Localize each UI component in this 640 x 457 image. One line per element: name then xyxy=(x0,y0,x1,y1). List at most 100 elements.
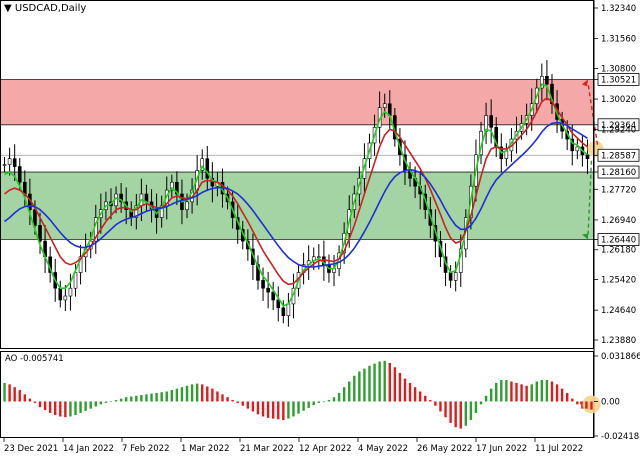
ao-bar xyxy=(510,381,513,402)
candle-body[interactable] xyxy=(2,164,7,166)
ao-bar xyxy=(282,401,285,421)
price-tick-label: 1.29364 xyxy=(601,121,636,131)
candle-body[interactable] xyxy=(281,307,286,316)
candle-body[interactable] xyxy=(585,154,590,159)
candle-body[interactable] xyxy=(276,299,281,309)
candle-body[interactable] xyxy=(489,115,493,128)
support-zone xyxy=(1,172,594,240)
ao-bar xyxy=(581,401,584,409)
candle-body[interactable] xyxy=(453,272,458,281)
ao-bar xyxy=(337,392,341,402)
candle-body[interactable] xyxy=(134,205,139,218)
ao-bar xyxy=(317,401,321,403)
ao-bar xyxy=(211,388,214,402)
candle-body[interactable] xyxy=(17,166,22,183)
candle-body[interactable] xyxy=(448,272,453,281)
candle-body[interactable] xyxy=(382,103,387,108)
ao-bar xyxy=(373,363,376,402)
ao-tick-label: 0.031866 xyxy=(601,352,640,362)
candle-body[interactable] xyxy=(12,158,17,167)
ao-bar xyxy=(8,384,11,402)
ao-bar xyxy=(33,401,37,403)
ao-bar xyxy=(571,398,574,402)
candle-body[interactable] xyxy=(185,201,189,211)
ao-bar xyxy=(287,401,290,419)
candle-body[interactable] xyxy=(205,158,210,179)
ao-bar xyxy=(454,401,457,428)
candle-body[interactable] xyxy=(63,295,68,301)
ao-bar xyxy=(560,388,564,402)
time-tick-label: 21 Mar 2022 xyxy=(240,444,294,454)
ao-bar xyxy=(408,382,412,402)
ao-bar xyxy=(271,401,275,419)
time-tick-label: 1 Mar 2022 xyxy=(181,444,229,454)
price-label-box xyxy=(597,118,640,132)
ao-bar xyxy=(170,390,174,402)
ao-bar xyxy=(38,401,42,408)
symbol-title: ▼ USDCAD,Daily xyxy=(4,3,86,15)
candle-body[interactable] xyxy=(58,287,63,301)
candle-body[interactable] xyxy=(68,287,73,297)
ao-bar xyxy=(221,394,224,402)
ao-bar xyxy=(449,401,452,423)
ao-bar xyxy=(565,392,569,402)
ao-bar xyxy=(307,401,310,408)
candle-body[interactable] xyxy=(570,138,575,152)
ao-bar xyxy=(99,401,103,405)
ao-bar xyxy=(165,391,168,402)
candle-body[interactable] xyxy=(38,225,42,242)
price-tick-label: 1.27720 xyxy=(601,185,636,195)
ao-bar xyxy=(429,400,432,402)
ao-bar xyxy=(251,401,255,412)
ao-bar xyxy=(383,360,386,402)
price-tick-label: 1.23880 xyxy=(601,336,636,346)
ao-bar xyxy=(201,384,204,402)
ao-panel-frame xyxy=(0,351,594,438)
ao-bar xyxy=(398,372,402,402)
candle-body[interactable] xyxy=(170,181,174,191)
candle-body[interactable] xyxy=(266,287,270,293)
ao-bar xyxy=(145,394,148,402)
resistance-zone xyxy=(1,79,594,125)
ao-bar xyxy=(434,401,437,406)
candle-body[interactable] xyxy=(175,181,179,195)
ao-bar xyxy=(378,361,381,402)
time-tick-label: 12 Apr 2022 xyxy=(299,444,352,454)
ao-bar xyxy=(550,381,554,402)
candle-body[interactable] xyxy=(33,209,37,226)
candle-body[interactable] xyxy=(545,75,549,85)
ao-title: AO -0.005741 xyxy=(5,354,64,364)
ao-bar xyxy=(358,371,361,402)
time-tick-label: 26 May 2022 xyxy=(417,444,472,454)
candle-body[interactable] xyxy=(286,303,291,316)
candle-body[interactable] xyxy=(200,158,205,171)
candle-body[interactable] xyxy=(119,193,123,203)
ao-bar xyxy=(69,401,72,417)
price-tick-label: 1.26180 xyxy=(601,246,636,256)
time-axis: 23 Dec 2021 14 Jan 2022 7 Feb 2022 1 Mar 20… xyxy=(3,438,583,454)
ao-bar xyxy=(495,382,498,402)
ao-bar xyxy=(484,395,488,402)
candle-body[interactable] xyxy=(575,146,580,152)
ma-line-1 xyxy=(4,83,588,307)
ao-bar xyxy=(54,401,57,416)
candle-body[interactable] xyxy=(7,158,12,165)
ao-bar xyxy=(135,395,138,402)
bearish-arrowhead xyxy=(582,233,588,240)
ao-tick-label: 0.00 xyxy=(601,397,620,407)
candle-body[interactable] xyxy=(540,75,544,89)
ao-bar xyxy=(363,368,366,402)
ao-bar xyxy=(206,386,209,402)
candle-body[interactable] xyxy=(261,280,265,289)
ao-bar xyxy=(3,382,6,402)
collapse-triangle-icon[interactable]: ▼ xyxy=(4,3,12,14)
candle-body[interactable] xyxy=(271,291,275,301)
ao-bar xyxy=(48,401,52,413)
price-tick-label: 1.26440 xyxy=(601,236,636,246)
ao-bar xyxy=(585,401,588,409)
candle-body[interactable] xyxy=(78,256,83,273)
ao-bar xyxy=(535,381,538,402)
candle-body[interactable] xyxy=(317,256,321,259)
price-label-box xyxy=(597,72,640,86)
